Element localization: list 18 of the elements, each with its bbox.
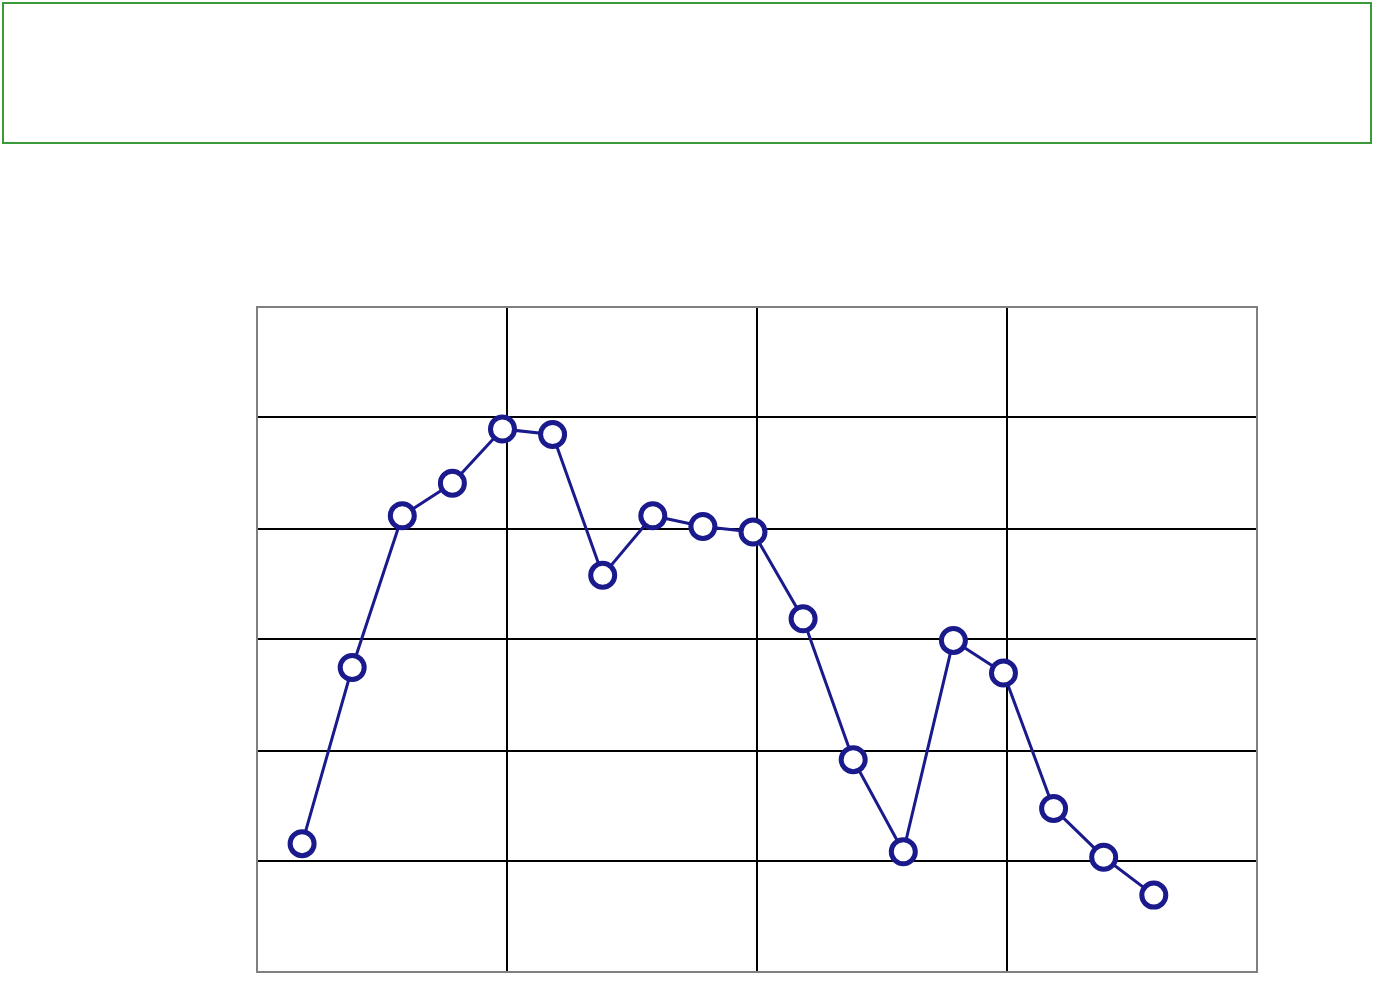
point — [838, 745, 868, 775]
point — [1089, 842, 1119, 872]
point — [688, 512, 718, 542]
point — [988, 658, 1018, 688]
point — [337, 653, 367, 682]
point — [1139, 880, 1169, 910]
point — [538, 419, 568, 449]
point — [938, 625, 968, 655]
point — [888, 837, 918, 867]
point — [638, 501, 668, 531]
point — [437, 468, 467, 498]
point — [588, 560, 618, 590]
point — [738, 517, 768, 547]
point — [788, 604, 818, 634]
point — [387, 501, 417, 531]
point — [287, 829, 317, 859]
point — [1039, 793, 1069, 823]
point — [487, 414, 517, 444]
